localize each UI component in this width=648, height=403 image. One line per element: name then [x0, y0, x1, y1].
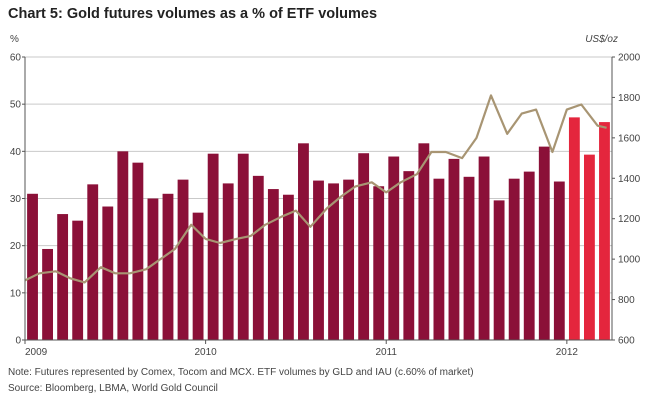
tick-labels: 0 10 20 30 40 50 60 600 800 1000 1200 1400 1600 1800 2… — [10, 53, 641, 359]
bar-series — [27, 117, 610, 340]
x-tick-label: 2009 — [25, 347, 48, 358]
left-axis-unit: % — [10, 34, 19, 45]
bar — [448, 158, 460, 340]
x-tick-label: 2012 — [556, 347, 579, 358]
bar — [207, 153, 219, 340]
bar — [267, 189, 279, 340]
right-tick-label: 1000 — [618, 255, 641, 266]
bar — [328, 183, 339, 340]
bar — [87, 184, 99, 340]
right-tick-label: 1600 — [618, 133, 641, 144]
bar — [358, 153, 370, 340]
price-line-series — [24, 94, 607, 284]
bar — [177, 179, 189, 340]
bar — [568, 117, 580, 340]
bar — [192, 212, 204, 340]
bar — [313, 180, 324, 340]
bar — [162, 193, 174, 340]
bar — [373, 186, 385, 340]
bar — [27, 193, 38, 340]
chart-source: Source: Bloomberg, LBMA, World Gold Coun… — [8, 383, 218, 394]
chart-title: Chart 5: Gold futures volumes as a % of … — [8, 6, 378, 22]
right-tick-label: 600 — [618, 336, 635, 347]
bar — [117, 151, 129, 340]
bar — [403, 171, 415, 340]
bar — [252, 175, 264, 340]
bar — [222, 183, 234, 340]
bar — [553, 181, 565, 340]
left-tick-label: 40 — [10, 147, 22, 158]
bar — [508, 178, 520, 340]
bar — [493, 200, 505, 340]
x-tick-label: 2010 — [194, 347, 217, 358]
left-tick-label: 30 — [10, 194, 22, 205]
bar — [388, 156, 400, 340]
bar — [42, 248, 53, 340]
bar — [237, 153, 249, 340]
bar — [343, 179, 355, 340]
right-axis-unit: US$/oz — [585, 34, 618, 45]
bar — [418, 143, 430, 340]
bar — [102, 206, 114, 340]
bar — [298, 143, 309, 340]
chart-note: Note: Futures represented by Comex, Toco… — [8, 367, 474, 378]
right-tick-label: 800 — [618, 295, 635, 306]
left-tick-label: 20 — [10, 241, 22, 252]
right-tick-label: 1200 — [618, 214, 641, 225]
x-tick-label: 2011 — [375, 347, 397, 358]
bar — [523, 171, 535, 340]
bar — [132, 162, 144, 340]
right-tick-label: 1800 — [618, 93, 641, 104]
axes — [22, 56, 615, 344]
bar — [584, 154, 595, 340]
bar — [282, 194, 294, 340]
bar — [599, 122, 610, 340]
right-tick-label: 1400 — [618, 174, 641, 185]
right-tick-label: 2000 — [618, 53, 641, 64]
bar — [538, 146, 550, 340]
left-tick-label: 10 — [10, 288, 22, 299]
left-tick-label: 0 — [15, 336, 21, 347]
price-line — [24, 94, 607, 284]
bar — [147, 198, 159, 340]
left-tick-label: 50 — [10, 100, 22, 111]
bar — [478, 156, 490, 340]
left-tick-label: 60 — [10, 53, 22, 64]
bar — [433, 178, 445, 340]
bar — [463, 176, 475, 340]
bar — [57, 214, 69, 340]
